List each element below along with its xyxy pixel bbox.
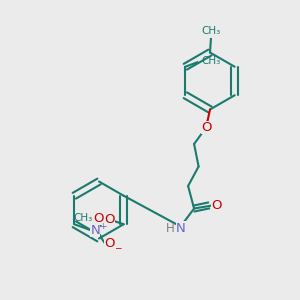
Text: O: O	[104, 237, 114, 250]
Text: N: N	[176, 221, 185, 235]
Text: O: O	[201, 121, 211, 134]
Text: −: −	[114, 243, 121, 252]
Text: CH₃: CH₃	[74, 213, 93, 223]
Text: CH₃: CH₃	[201, 26, 220, 36]
Text: H: H	[166, 221, 175, 235]
Text: O: O	[104, 213, 114, 226]
Text: CH₃: CH₃	[202, 56, 221, 66]
Text: +: +	[99, 222, 107, 231]
Text: O: O	[94, 212, 104, 225]
Text: N: N	[90, 224, 100, 237]
Text: O: O	[211, 199, 222, 212]
